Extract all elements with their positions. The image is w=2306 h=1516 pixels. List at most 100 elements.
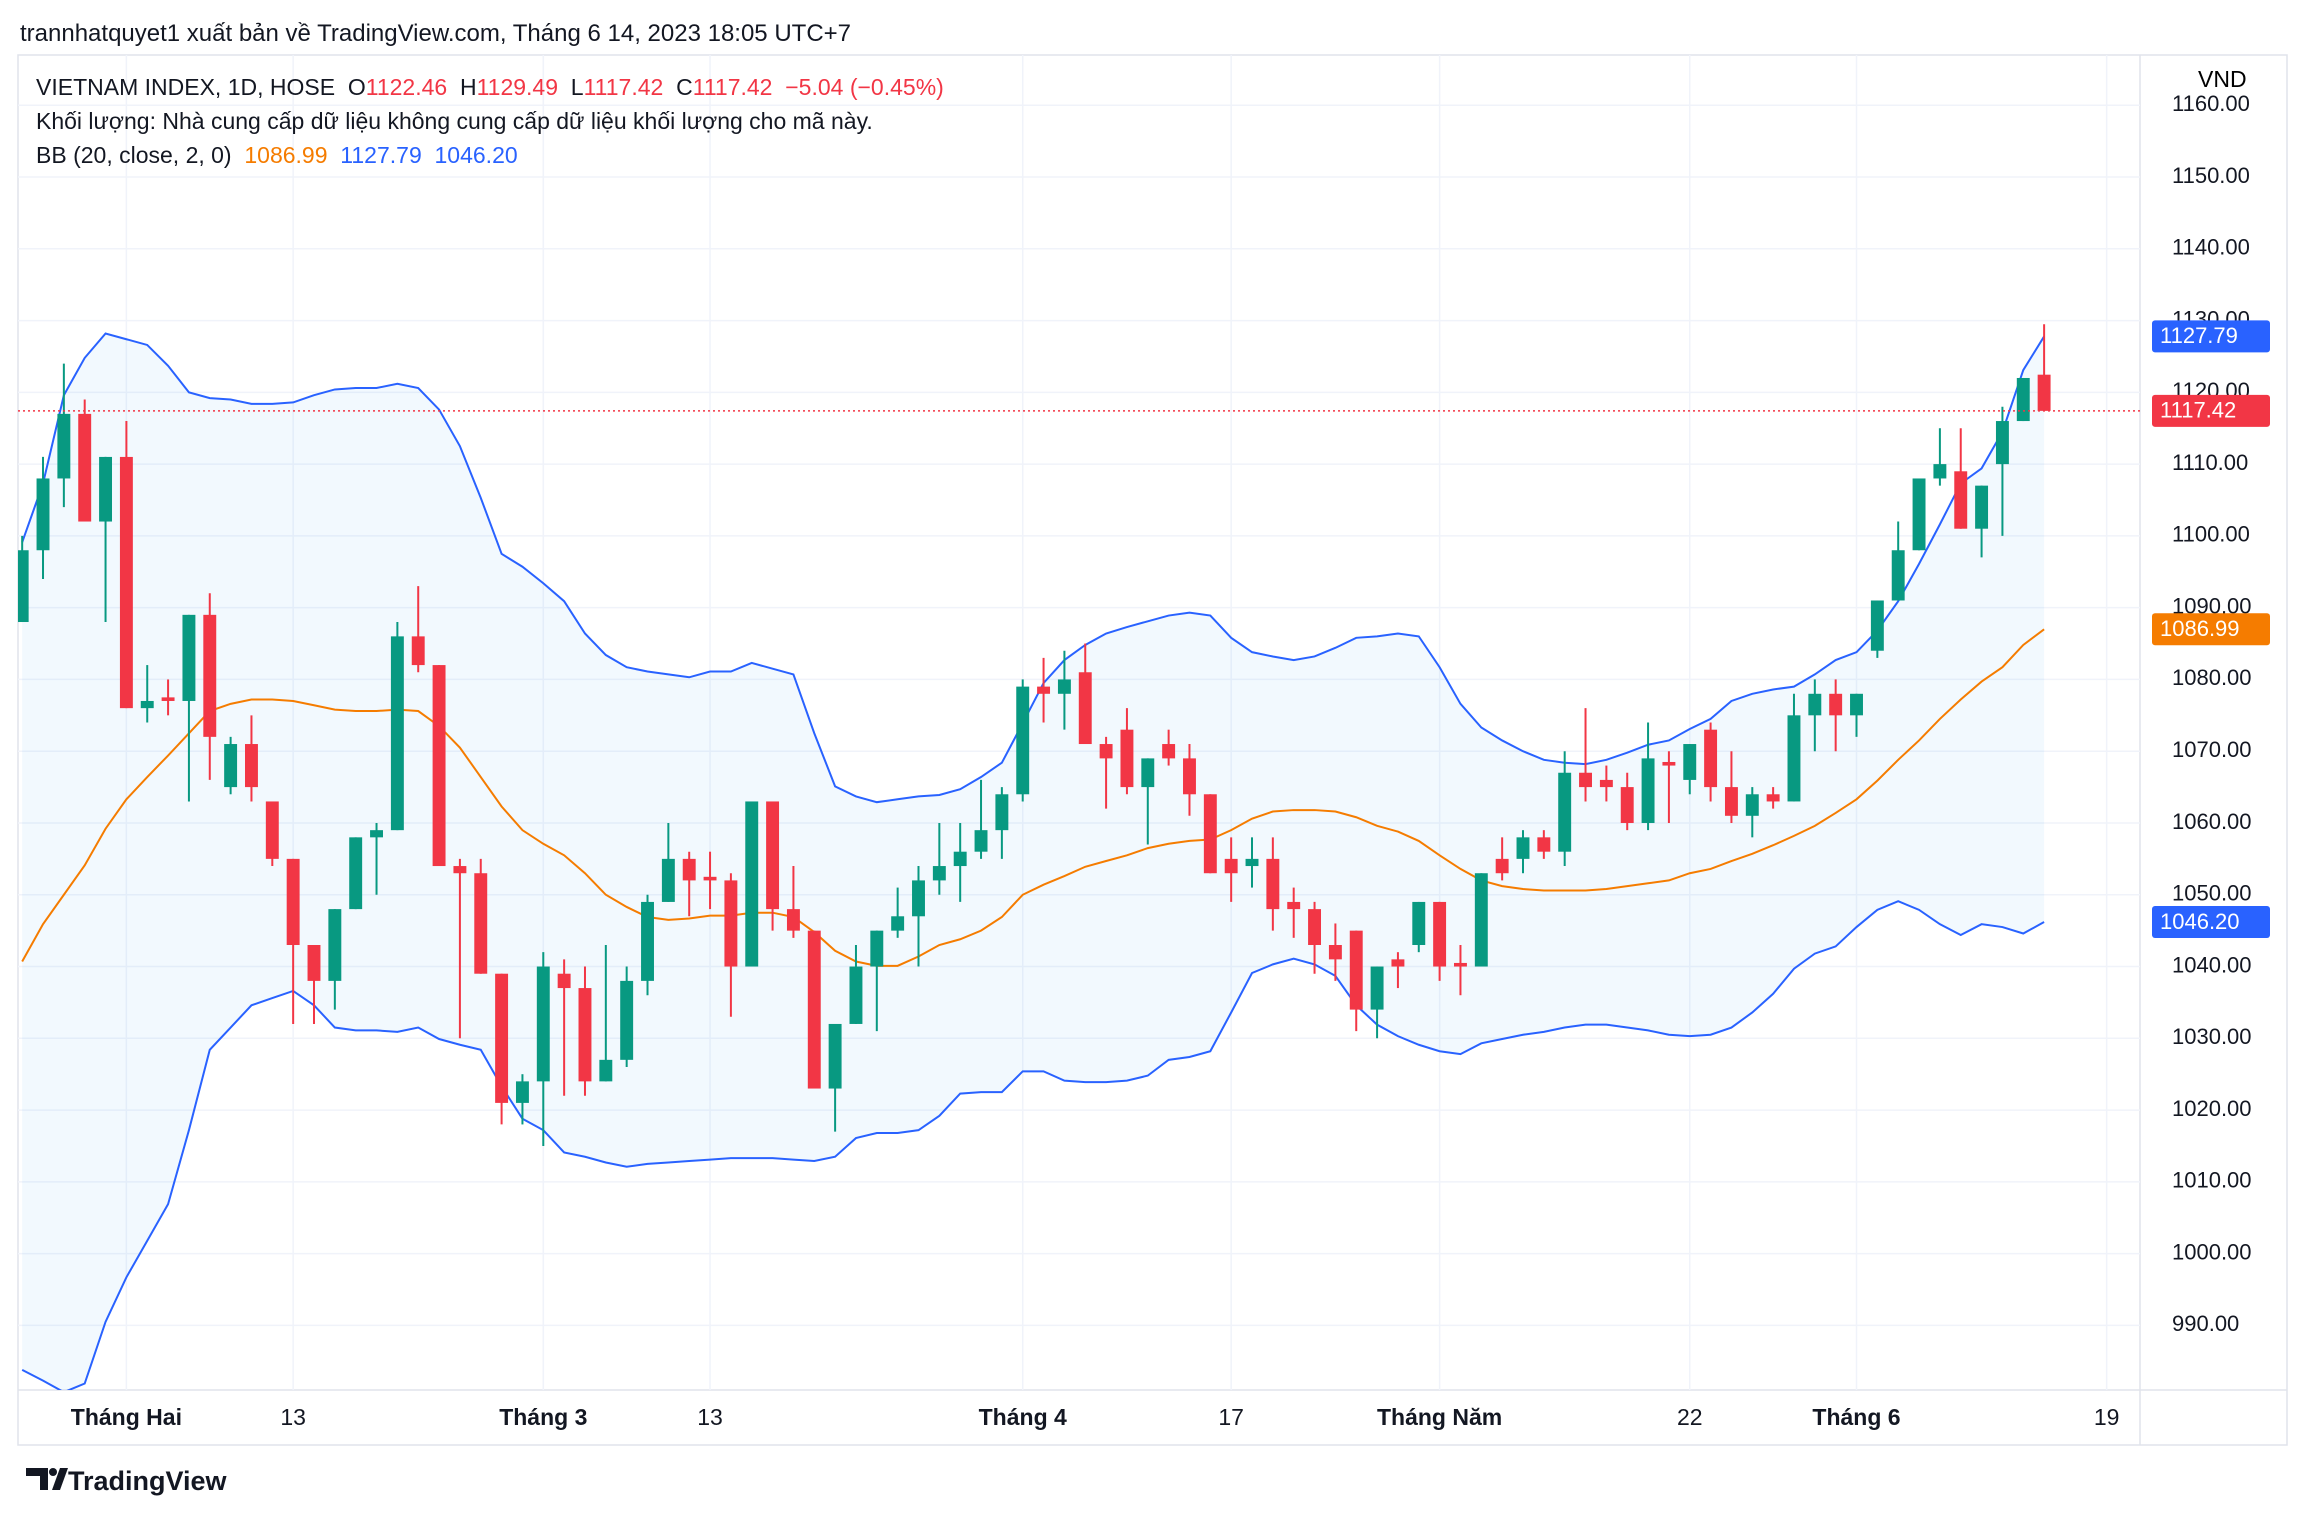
candle-body bbox=[1766, 794, 1780, 802]
candle-body bbox=[1037, 686, 1051, 694]
candle-body bbox=[1912, 478, 1926, 551]
y-tick-label: 1100.00 bbox=[2172, 522, 2250, 547]
candle-body bbox=[1057, 679, 1071, 694]
candle-body bbox=[1995, 421, 2009, 465]
candle-body bbox=[703, 876, 717, 881]
legend-ohlc: VIETNAM INDEX, 1D, HOSE O1122.46 H1129.4… bbox=[36, 74, 944, 101]
candle-body bbox=[1412, 901, 1426, 945]
candle-body bbox=[1245, 858, 1259, 867]
candle-body bbox=[244, 744, 258, 788]
candle-body bbox=[390, 636, 404, 831]
candle-body bbox=[411, 636, 425, 666]
candle-body bbox=[578, 988, 592, 1082]
currency-label: VND bbox=[2198, 66, 2247, 92]
l-label: L bbox=[570, 74, 584, 100]
candle-body bbox=[786, 909, 800, 931]
h-value: 1129.49 bbox=[476, 74, 559, 100]
close-price-label: 1117.42 bbox=[2160, 398, 2236, 423]
candle-body bbox=[953, 851, 967, 867]
candle-body bbox=[1975, 485, 1989, 529]
candle-body bbox=[203, 614, 217, 737]
candle-body bbox=[1662, 761, 1676, 766]
y-tick-label: 1060.00 bbox=[2172, 809, 2252, 834]
o-value: 1122.46 bbox=[365, 74, 448, 100]
basis-price-label: 1086.99 bbox=[2160, 616, 2240, 641]
candle-body bbox=[1370, 966, 1384, 1010]
candle-body bbox=[1474, 873, 1488, 967]
candle-body bbox=[849, 966, 863, 1024]
candle-body bbox=[828, 1023, 842, 1089]
x-tick-label: Tháng 4 bbox=[979, 1404, 1067, 1430]
candle-body bbox=[1120, 729, 1134, 788]
candle-body bbox=[745, 801, 759, 967]
candle-body bbox=[1224, 858, 1238, 874]
o-label: O bbox=[347, 74, 366, 100]
band-fill bbox=[22, 333, 2045, 1390]
candle-body bbox=[1933, 464, 1947, 479]
candle-body bbox=[328, 909, 342, 981]
upper-price-label: 1127.79 bbox=[2160, 323, 2238, 348]
candle-body bbox=[620, 980, 634, 1060]
candle-body bbox=[891, 916, 905, 931]
y-tick-label: 1010.00 bbox=[2172, 1168, 2252, 1193]
x-tick-label: 13 bbox=[697, 1404, 723, 1430]
candle-body bbox=[1308, 909, 1322, 945]
tradingview-logo bbox=[26, 1468, 68, 1490]
candle-body bbox=[286, 858, 300, 945]
candle-body bbox=[766, 801, 780, 910]
candle-body bbox=[1203, 794, 1217, 874]
bb-label: BB (20, close, 2, 0) bbox=[36, 142, 232, 168]
x-tick-label: Tháng Hai bbox=[71, 1404, 182, 1430]
x-tick-label: Tháng 6 bbox=[1812, 1404, 1900, 1430]
candle-body bbox=[224, 744, 238, 788]
candle-body bbox=[1808, 693, 1822, 716]
candle-body bbox=[1724, 787, 1738, 816]
candle-body bbox=[682, 858, 696, 881]
candle-body bbox=[1558, 772, 1572, 852]
candle-body bbox=[1787, 715, 1801, 802]
close-price-label-bg bbox=[2152, 394, 2270, 427]
chart-frame bbox=[17, 54, 2288, 1446]
x-tick-label: Tháng Năm bbox=[1377, 1404, 1502, 1430]
bb-upper-value: 1127.79 bbox=[340, 142, 422, 168]
y-tick-label: 1110.00 bbox=[2172, 450, 2248, 475]
candle-body bbox=[599, 1059, 613, 1082]
candle-body bbox=[1891, 550, 1905, 601]
candle-body bbox=[36, 478, 50, 551]
candle-body bbox=[349, 837, 363, 910]
bb-lower-value: 1046.20 bbox=[434, 142, 518, 168]
candle-body bbox=[536, 966, 550, 1082]
y-tick-label: 1050.00 bbox=[2172, 881, 2252, 906]
h-label: H bbox=[459, 74, 477, 100]
candle-body bbox=[515, 1081, 529, 1103]
y-tick-label: 1020.00 bbox=[2172, 1096, 2252, 1121]
candle-body bbox=[474, 873, 488, 974]
candle-body bbox=[1829, 693, 1843, 716]
candle-body bbox=[307, 945, 321, 981]
candle-body bbox=[1683, 744, 1697, 780]
y-tick-label: 1150.00 bbox=[2172, 163, 2250, 188]
candle-body bbox=[932, 866, 946, 881]
candle-body bbox=[1162, 744, 1176, 759]
y-tick-label: 990.00 bbox=[2172, 1311, 2239, 1336]
candle-body bbox=[2037, 374, 2051, 411]
brand: TradingView bbox=[68, 1466, 227, 1496]
candle-body bbox=[432, 665, 446, 867]
candle-body bbox=[912, 880, 925, 917]
c-label: C bbox=[676, 74, 693, 100]
y-tick-label: 1040.00 bbox=[2172, 952, 2252, 977]
x-tick-label: 19 bbox=[2094, 1404, 2120, 1430]
candle-body bbox=[974, 830, 988, 852]
bb-lower bbox=[21, 900, 2045, 1390]
x-tick-label: 17 bbox=[1218, 1404, 1244, 1430]
upper-price-label-bg bbox=[2152, 320, 2270, 353]
candle-body bbox=[265, 801, 279, 859]
candle-body bbox=[870, 930, 884, 967]
candle-body bbox=[1016, 686, 1030, 795]
candle-body bbox=[1579, 772, 1592, 788]
c-value: 1117.42 bbox=[692, 74, 773, 100]
candle-body bbox=[1850, 693, 1863, 716]
candle-body bbox=[1537, 837, 1551, 852]
